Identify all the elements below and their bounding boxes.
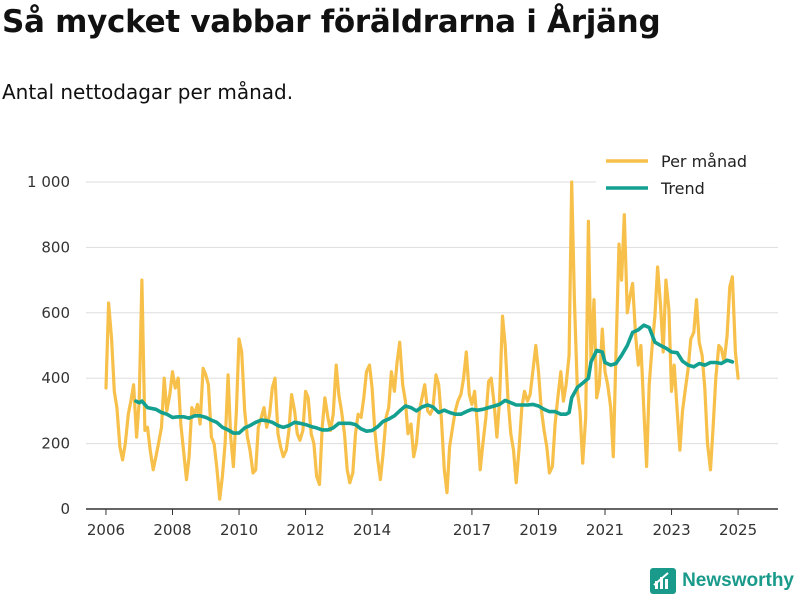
y-tick-label: 200: [41, 435, 70, 453]
legend: Per månad Trend: [596, 148, 778, 208]
legend-label: Per månad: [661, 152, 747, 171]
x-tick-label: 2010: [220, 521, 258, 539]
series-lines: [104, 180, 740, 501]
x-tick-label: 2025: [719, 521, 757, 539]
newsworthy-brand: Newsworthy: [650, 568, 794, 594]
y-tick-label: 0: [60, 500, 70, 518]
brand-name: Newsworthy: [682, 570, 794, 591]
chart-subtitle: Antal nettodagar per månad.: [2, 80, 294, 104]
y-tick-label: 1 000: [27, 173, 70, 191]
legend-background: [596, 148, 778, 208]
y-tick-label: 400: [41, 369, 70, 387]
series-line-trend: [134, 323, 735, 435]
x-tick-label: 2014: [353, 521, 391, 539]
y-tick-label: 800: [41, 238, 70, 256]
newsworthy-logo-icon: [650, 568, 677, 594]
x-tick-label: 2012: [286, 521, 324, 539]
y-tick-label: 600: [41, 304, 70, 322]
x-tick-label: 2017: [453, 521, 491, 539]
x-tick-label: 2023: [652, 521, 690, 539]
x-tick-label: 2008: [153, 521, 191, 539]
x-tick-label: 2021: [586, 521, 624, 539]
axes: 0 200 400 600 800 1 000 2006 2008 2010 2012 2014 20…: [27, 173, 778, 539]
series-line-per-manad: [104, 180, 740, 501]
x-tick-label: 2006: [87, 521, 125, 539]
chart-title: Så mycket vabbar föräldrarna i Årjäng: [2, 4, 661, 40]
legend-label: Trend: [660, 179, 705, 198]
x-tick-label: 2019: [519, 521, 557, 539]
